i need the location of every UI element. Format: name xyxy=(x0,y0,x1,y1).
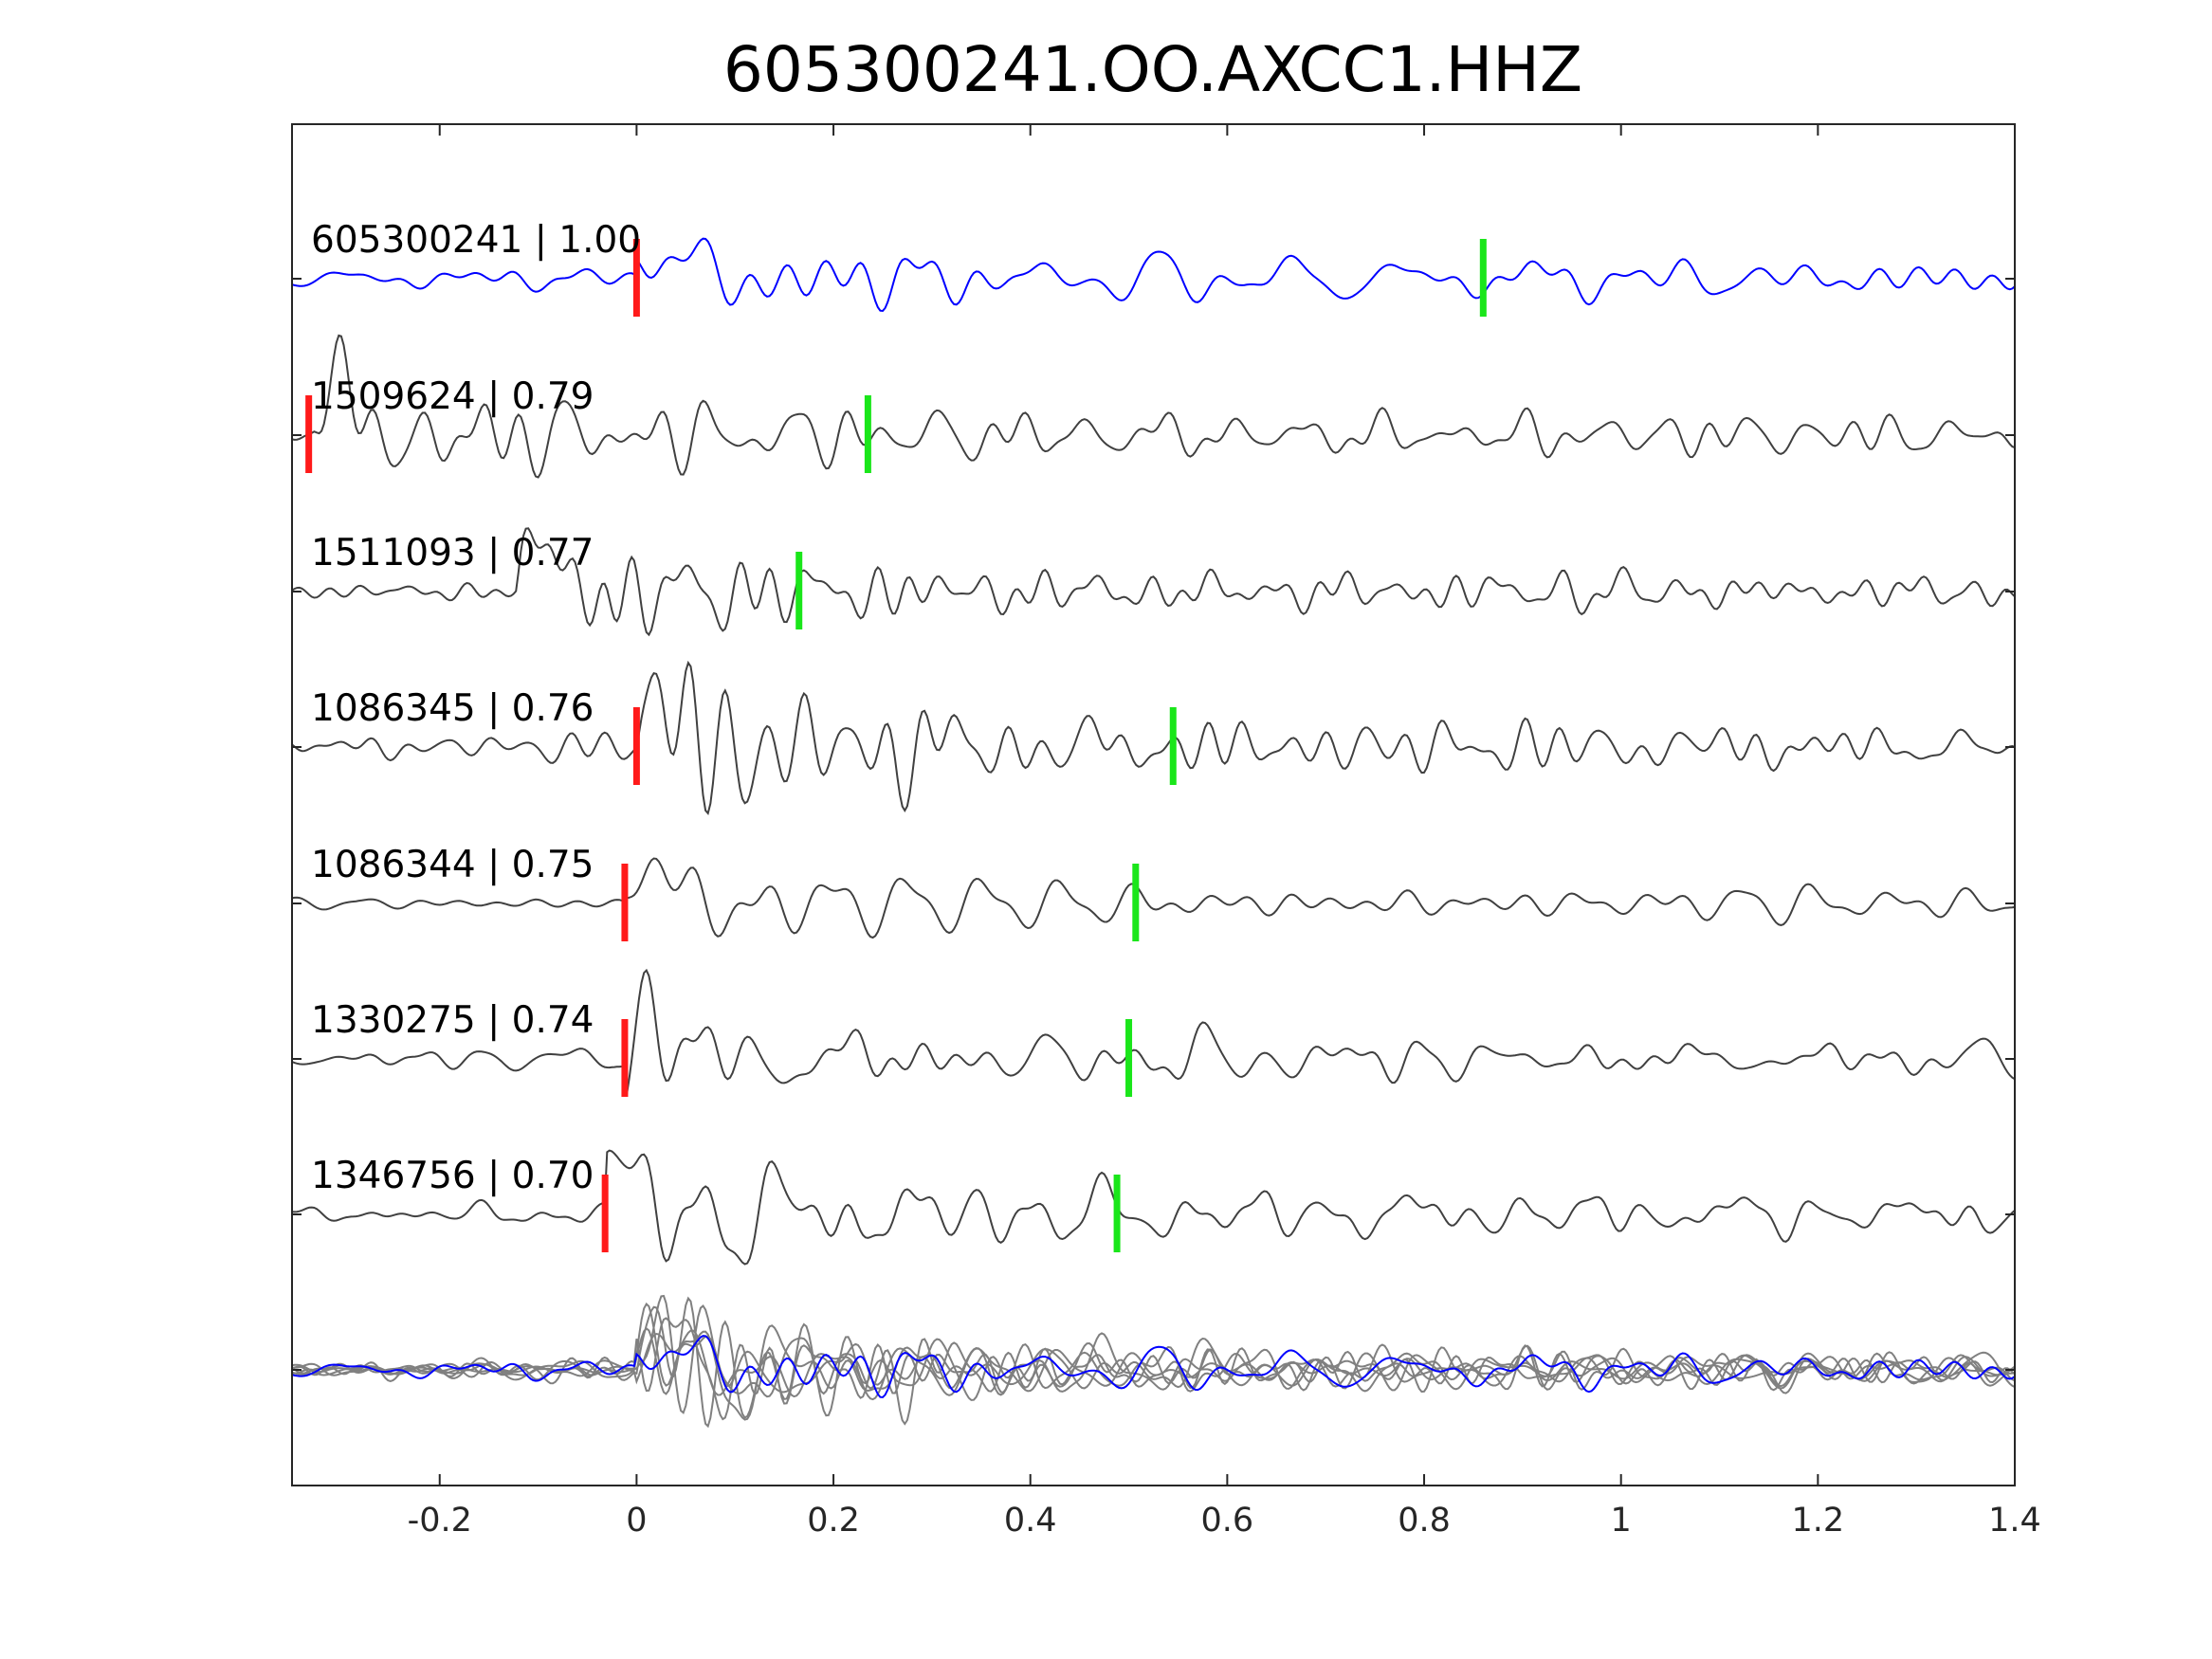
overlay-trace-5 xyxy=(291,1329,2016,1401)
trace-label-1: 605300241 | 1.00 xyxy=(311,219,641,262)
x-tick-label-3: 0.4 xyxy=(1004,1502,1057,1540)
trace-labels-layer: 605300241 | 1.00 1509624 | 0.79 1511093 | … xyxy=(311,219,641,1197)
trace-line-6 xyxy=(291,968,2016,1095)
x-tick-label-4: 0.6 xyxy=(1201,1502,1254,1540)
traces-layer xyxy=(291,237,2016,1266)
x-tick-label-0: -0.2 xyxy=(408,1502,472,1540)
picks-layer xyxy=(305,239,1487,1252)
overlay-layer xyxy=(291,1294,2016,1429)
overlay-template-trace xyxy=(291,1335,2016,1398)
overlay-trace-4 xyxy=(291,1296,2016,1429)
trace-line-2 xyxy=(291,334,2016,479)
trace-label-7: 1346756 | 0.70 xyxy=(311,1155,594,1197)
trace-label-2: 1509624 | 0.79 xyxy=(311,375,594,418)
trace-line-4 xyxy=(291,660,2016,815)
chart-title: 605300241.OO.AXCC1.HHZ xyxy=(723,33,1582,106)
x-tick-label-8: 1.4 xyxy=(1988,1502,2041,1540)
trace-label-4: 1086345 | 0.76 xyxy=(311,687,594,730)
trace-line-5 xyxy=(291,857,2016,939)
trace-line-3 xyxy=(291,527,2016,637)
overlay-trace-6 xyxy=(291,1302,2016,1394)
x-tick-label-2: 0.2 xyxy=(807,1502,860,1540)
trace-line-7 xyxy=(291,1149,2016,1266)
x-axis-ticks: -0.2 0 0.2 0.4 0.6 0.8 1 1.2 1.4 xyxy=(292,124,2041,1540)
x-tick-label-7: 1.2 xyxy=(1792,1502,1845,1540)
trace-line-1 xyxy=(291,237,2016,313)
overlay-trace-7 xyxy=(291,1324,2016,1421)
trace-label-6: 1330275 | 0.74 xyxy=(311,999,594,1042)
x-tick-label-1: 0 xyxy=(626,1502,647,1540)
x-tick-label-5: 0.8 xyxy=(1398,1502,1451,1540)
axes-box xyxy=(291,123,2016,1486)
overlay-trace-3 xyxy=(291,1317,2016,1421)
trace-label-5: 1086344 | 0.75 xyxy=(311,844,594,886)
trace-label-3: 1511093 | 0.77 xyxy=(311,532,594,574)
x-tick-label-6: 1 xyxy=(1611,1502,1632,1540)
